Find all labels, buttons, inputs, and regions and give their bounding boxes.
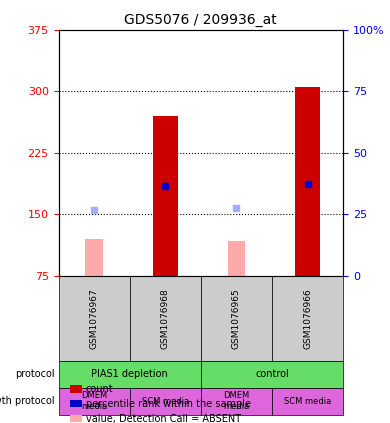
Text: protocol: protocol	[15, 369, 55, 379]
Text: GSM1076965: GSM1076965	[232, 288, 241, 349]
Text: PIAS1 depletion: PIAS1 depletion	[91, 369, 168, 379]
Text: GSM1076968: GSM1076968	[161, 288, 170, 349]
Bar	[295, 87, 320, 276]
Text: value, Detection Call = ABSENT: value, Detection Call = ABSENT	[86, 414, 241, 423]
Bar	[153, 116, 178, 276]
FancyBboxPatch shape	[201, 276, 272, 361]
FancyBboxPatch shape	[201, 361, 343, 387]
FancyBboxPatch shape	[201, 387, 272, 415]
Text: count: count	[86, 384, 113, 394]
FancyBboxPatch shape	[58, 276, 129, 361]
Text: growth protocol: growth protocol	[0, 396, 55, 406]
Text: DMEM
media: DMEM media	[223, 391, 250, 411]
FancyBboxPatch shape	[129, 387, 201, 415]
Text: percentile rank within the sample: percentile rank within the sample	[86, 399, 251, 409]
FancyBboxPatch shape	[58, 387, 129, 415]
Text: SCM media: SCM media	[284, 397, 331, 406]
FancyBboxPatch shape	[58, 361, 201, 387]
Bar	[228, 241, 245, 276]
Bar	[85, 239, 103, 276]
Text: control: control	[255, 369, 289, 379]
Title: GDS5076 / 209936_at: GDS5076 / 209936_at	[124, 13, 277, 27]
FancyBboxPatch shape	[272, 276, 343, 361]
Text: GSM1076966: GSM1076966	[303, 288, 312, 349]
FancyBboxPatch shape	[129, 276, 201, 361]
Text: GSM1076967: GSM1076967	[90, 288, 99, 349]
Text: SCM media: SCM media	[142, 397, 189, 406]
FancyBboxPatch shape	[272, 387, 343, 415]
Text: DMEM
media: DMEM media	[81, 391, 107, 411]
